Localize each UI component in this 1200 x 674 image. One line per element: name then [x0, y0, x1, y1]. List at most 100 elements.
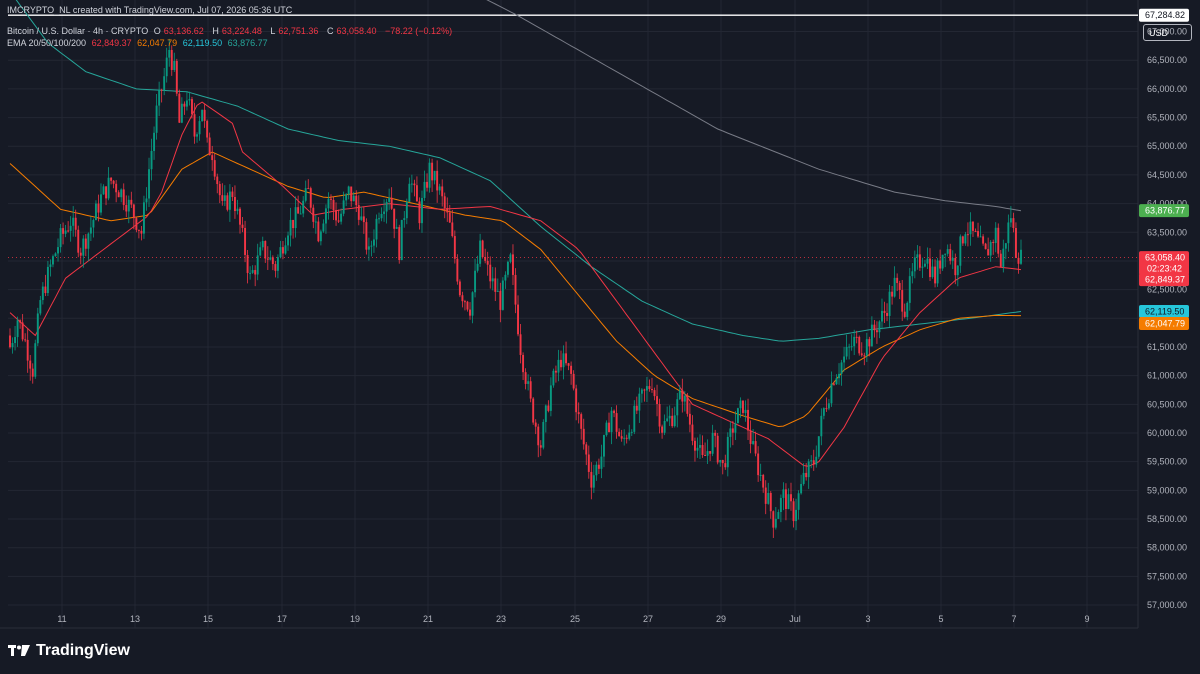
candle [304, 180, 307, 203]
candle-body [562, 353, 565, 368]
candle-body [180, 103, 183, 123]
candle [853, 329, 856, 356]
candle [380, 207, 383, 222]
candle-body [939, 260, 942, 269]
candle [582, 418, 585, 450]
candle [491, 266, 494, 291]
last-badge-countdown: 02:23:42 [1147, 264, 1182, 274]
candle-body [544, 405, 547, 422]
candle [347, 185, 350, 200]
candle [21, 314, 24, 342]
candle-body [405, 201, 408, 219]
candle-body [484, 257, 487, 261]
x-axis-labels: 11 13 15 17 19 21 23 25 27 29 Jul 3 5 7 9 [57, 614, 1089, 624]
candle [544, 404, 547, 433]
candle [517, 295, 519, 337]
candle [408, 177, 411, 203]
candle [658, 398, 661, 434]
candle-body [704, 454, 707, 456]
candle-body [782, 489, 785, 498]
candle-body [855, 336, 858, 338]
candle [206, 119, 209, 143]
candle [183, 101, 186, 115]
candle-body [954, 257, 957, 276]
candle [620, 429, 623, 442]
candle [686, 392, 689, 417]
candle [527, 374, 530, 391]
candle [428, 158, 431, 193]
candle [633, 400, 636, 435]
candle-body [428, 162, 431, 188]
candle [41, 282, 44, 305]
candle-body [261, 241, 264, 248]
candle [772, 510, 775, 538]
candle-body [276, 257, 279, 271]
candle [795, 498, 798, 531]
candle [881, 298, 883, 330]
y-tick-label: 57,000.00 [1147, 600, 1187, 610]
candle-body [168, 49, 171, 58]
candle [512, 244, 514, 286]
candle-body [481, 240, 484, 258]
candle-body [362, 216, 365, 223]
candle-body [630, 431, 633, 433]
y-tick-label: 64,000.00 [1147, 199, 1187, 209]
candle [868, 336, 871, 357]
candle [415, 176, 418, 202]
candle-body [635, 405, 638, 411]
candle [552, 368, 555, 388]
candle [787, 488, 790, 510]
candle [714, 429, 717, 448]
candle-body [595, 464, 598, 476]
candle [34, 339, 37, 379]
candle-body [974, 230, 977, 232]
candle-body [443, 196, 446, 208]
candle [752, 428, 755, 446]
hline-badge-text: 67,284.82 [1145, 10, 1185, 20]
candle [729, 421, 732, 448]
candle [54, 252, 57, 257]
candle-body [603, 435, 605, 457]
candle-body [764, 487, 767, 504]
candle-body [560, 359, 562, 368]
candle-body [964, 234, 967, 244]
candle [610, 407, 613, 445]
ema-label: EMA 20/50/100/200 [7, 38, 87, 48]
candle-body [923, 263, 926, 267]
candle-body [299, 213, 302, 215]
candle-body [668, 415, 671, 419]
candle-body [539, 445, 542, 448]
candle [105, 186, 108, 206]
candle-body [827, 403, 830, 409]
candle-body [355, 195, 358, 206]
candle [79, 247, 82, 265]
candle-body [512, 254, 514, 275]
candle-body [767, 492, 770, 504]
tradingview-logo[interactable]: TradingView [8, 642, 130, 660]
candle [532, 397, 535, 425]
candle [458, 279, 461, 298]
currency-button[interactable]: USD [1143, 24, 1192, 41]
candle [340, 208, 343, 225]
candle-body [158, 89, 161, 106]
candle-body [817, 436, 820, 457]
candle [716, 433, 719, 465]
candle-body [678, 390, 681, 400]
ema200-badge-bg [1139, 204, 1189, 218]
symbol-title[interactable]: Bitcoin / U.S. Dollar · 4h · CRYPTO [7, 26, 149, 36]
candle [790, 482, 792, 511]
candle [398, 224, 401, 264]
candle-body [112, 180, 115, 184]
candle [886, 303, 889, 322]
candle-body [557, 359, 560, 373]
candle-body [868, 339, 871, 347]
candle-body [506, 261, 509, 275]
candle [372, 229, 375, 253]
candle-body [125, 204, 128, 212]
candle-body [893, 277, 896, 297]
candle [817, 436, 820, 459]
candle [201, 109, 204, 122]
candle-body [977, 231, 979, 237]
ema-legend[interactable]: EMA 20/50/100/200 62,849.37 62,047.79 62… [7, 38, 271, 48]
